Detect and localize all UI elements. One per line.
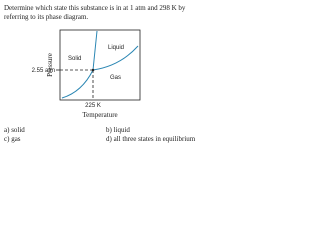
phase-diagram: Solid Liquid Gas 2.55 atm 225 K Temperat… — [32, 29, 141, 119]
option[interactable]: d) all three states in equilibrium — [106, 135, 196, 143]
temperature-label: 225 K — [85, 103, 101, 109]
option[interactable]: a) solid — [4, 126, 25, 134]
vaporization-curve — [92, 45, 139, 71]
sublimation-curve — [61, 69, 94, 99]
page: Determine which state this substance is … — [4, 4, 196, 143]
option[interactable]: c) gas — [4, 135, 21, 143]
question-line: referring to its phase diagram. — [4, 13, 88, 21]
region-label: Solid — [68, 56, 81, 62]
question-line: Determine which state this substance is … — [4, 4, 186, 12]
y-axis-label: Pressure — [46, 53, 54, 77]
melting-curve — [92, 30, 98, 71]
option[interactable]: b) liquid — [106, 126, 130, 134]
pressure-label: 2.55 atm — [32, 68, 55, 74]
region-label: Gas — [110, 75, 121, 81]
region-label: Liquid — [108, 45, 124, 51]
x-axis-label: Temperature — [82, 111, 117, 119]
plot-frame — [59, 29, 141, 101]
triple-point — [91, 68, 95, 72]
